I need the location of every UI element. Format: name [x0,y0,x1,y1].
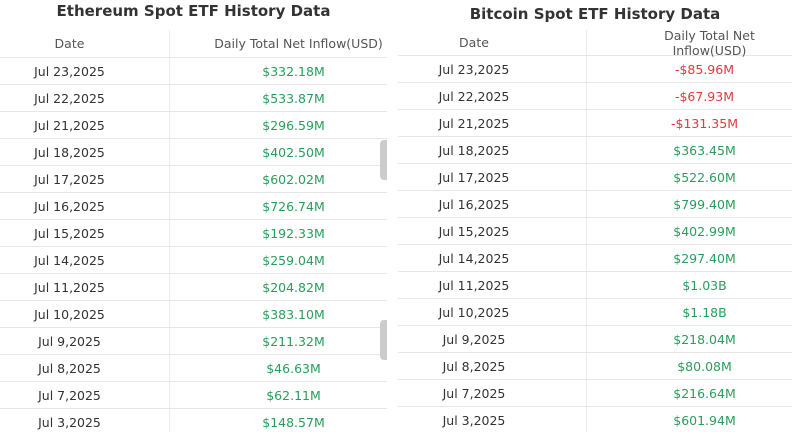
inflow-cell: $799.40M [673,196,736,212]
table-row: Jul 7,2025 $216.64M [398,380,792,407]
table-row: Jul 9,2025 $218.04M [398,326,792,353]
inflow-cell: $1.18B [682,304,727,320]
inflow-cell: $46.63M [266,360,321,376]
table-row: Jul 21,2025 -$131.35M [398,110,792,137]
date-column-header: Date [398,30,587,55]
inflow-cell: $296.59M [262,117,325,133]
inflow-cell: $80.08M [677,358,732,374]
ethereum-etf-panel: Ethereum Spot ETF History Data Date Dail… [0,0,387,432]
date-cell: Jul 11,2025 [398,272,587,298]
inflow-cell: -$85.96M [674,61,735,77]
table-row: Jul 8,2025 $46.63M [0,355,387,382]
inflow-cell: $402.50M [262,144,325,160]
table-row: Jul 22,2025 $533.87M [0,85,387,112]
inflow-cell: $1.03B [682,277,727,293]
table-row: Jul 3,2025 $148.57M [0,409,387,432]
inflow-column-header: Daily Total Net Inflow(USD) [664,27,755,58]
date-cell: Jul 21,2025 [398,110,587,136]
inflow-column-header: Daily Total Net Inflow(USD) [214,36,383,51]
date-cell: Jul 10,2025 [398,299,587,325]
date-cell: Jul 16,2025 [0,193,170,219]
date-cell: Jul 14,2025 [398,245,587,271]
table-row: Jul 15,2025 $192.33M [0,220,387,247]
inflow-cell: $522.60M [673,169,736,185]
date-cell: Jul 18,2025 [398,137,587,163]
date-cell: Jul 7,2025 [398,380,587,406]
date-cell: Jul 8,2025 [398,353,587,379]
date-cell: Jul 15,2025 [0,220,170,246]
table-row: Jul 16,2025 $726.74M [0,193,387,220]
date-cell: Jul 7,2025 [0,382,170,408]
table-row: Jul 11,2025 $1.03B [398,272,792,299]
bitcoin-table-title: Bitcoin Spot ETF History Data [469,5,721,23]
date-cell: Jul 3,2025 [0,409,170,432]
inflow-cell: $601.94M [673,412,736,428]
date-cell: Jul 21,2025 [0,112,170,138]
table-row: Jul 15,2025 $402.99M [398,218,792,245]
inflow-cell: $192.33M [262,225,325,241]
table-row: Jul 10,2025 $1.18B [398,299,792,326]
bitcoin-etf-panel: Bitcoin Spot ETF History Data Date Daily… [398,0,792,432]
date-cell: Jul 8,2025 [0,355,170,381]
table-row: Jul 23,2025 $332.18M [0,58,387,85]
date-cell: Jul 15,2025 [398,218,587,244]
table-row: Jul 10,2025 $383.10M [0,301,387,328]
inflow-cell: $297.40M [673,250,736,266]
inflow-cell: $726.74M [262,198,325,214]
inflow-cell: $218.04M [673,331,736,347]
date-cell: Jul 14,2025 [0,247,170,273]
inflow-cell: $216.64M [673,385,736,401]
inflow-cell: $204.82M [262,279,325,295]
date-cell: Jul 23,2025 [398,56,587,82]
table-row: Jul 17,2025 $522.60M [398,164,792,191]
scrollbar-thumb[interactable] [380,140,387,180]
inflow-cell: $148.57M [262,414,325,430]
table-row: Jul 8,2025 $80.08M [398,353,792,380]
table-row: Jul 22,2025 -$67.93M [398,83,792,110]
ethereum-table-title: Ethereum Spot ETF History Data [56,2,331,20]
date-cell: Jul 11,2025 [0,274,170,300]
inflow-cell: $383.10M [262,306,325,322]
table-row: Jul 21,2025 $296.59M [0,112,387,139]
table-row: Jul 3,2025 $601.94M [398,407,792,432]
inflow-cell: $363.45M [673,142,736,158]
table-row: Jul 11,2025 $204.82M [0,274,387,301]
table-row: Jul 23,2025 -$85.96M [398,56,792,83]
table-header: Date Daily Total Net Inflow(USD) [398,26,792,58]
inflow-cell: $402.99M [673,223,736,239]
date-column-header: Date [0,30,170,57]
table-row: Jul 18,2025 $363.45M [398,137,792,164]
inflow-cell: $602.02M [262,171,325,187]
table-row: Jul 16,2025 $799.40M [398,191,792,218]
scrollbar-thumb[interactable] [380,320,387,360]
inflow-cell: $533.87M [262,90,325,106]
date-cell: Jul 22,2025 [0,85,170,111]
date-cell: Jul 23,2025 [0,58,170,84]
table-row: Jul 9,2025 $211.32M [0,328,387,355]
date-cell: Jul 9,2025 [398,326,587,352]
table-header: Date Daily Total Net Inflow(USD) [0,26,387,58]
date-cell: Jul 3,2025 [398,407,587,432]
date-cell: Jul 17,2025 [0,166,170,192]
date-cell: Jul 16,2025 [398,191,587,217]
date-cell: Jul 18,2025 [0,139,170,165]
table-row: Jul 14,2025 $259.04M [0,247,387,274]
inflow-cell: $259.04M [262,252,325,268]
table-row: Jul 17,2025 $602.02M [0,166,387,193]
inflow-cell: $332.18M [262,63,325,79]
date-cell: Jul 17,2025 [398,164,587,190]
inflow-cell: -$131.35M [671,115,738,131]
date-cell: Jul 10,2025 [0,301,170,327]
inflow-cell: $211.32M [262,333,325,349]
table-row: Jul 7,2025 $62.11M [0,382,387,409]
table-row: Jul 18,2025 $402.50M [0,139,387,166]
table-row: Jul 14,2025 $297.40M [398,245,792,272]
inflow-cell: $62.11M [266,387,321,403]
date-cell: Jul 22,2025 [398,83,587,109]
inflow-cell: -$67.93M [674,88,735,104]
date-cell: Jul 9,2025 [0,328,170,354]
